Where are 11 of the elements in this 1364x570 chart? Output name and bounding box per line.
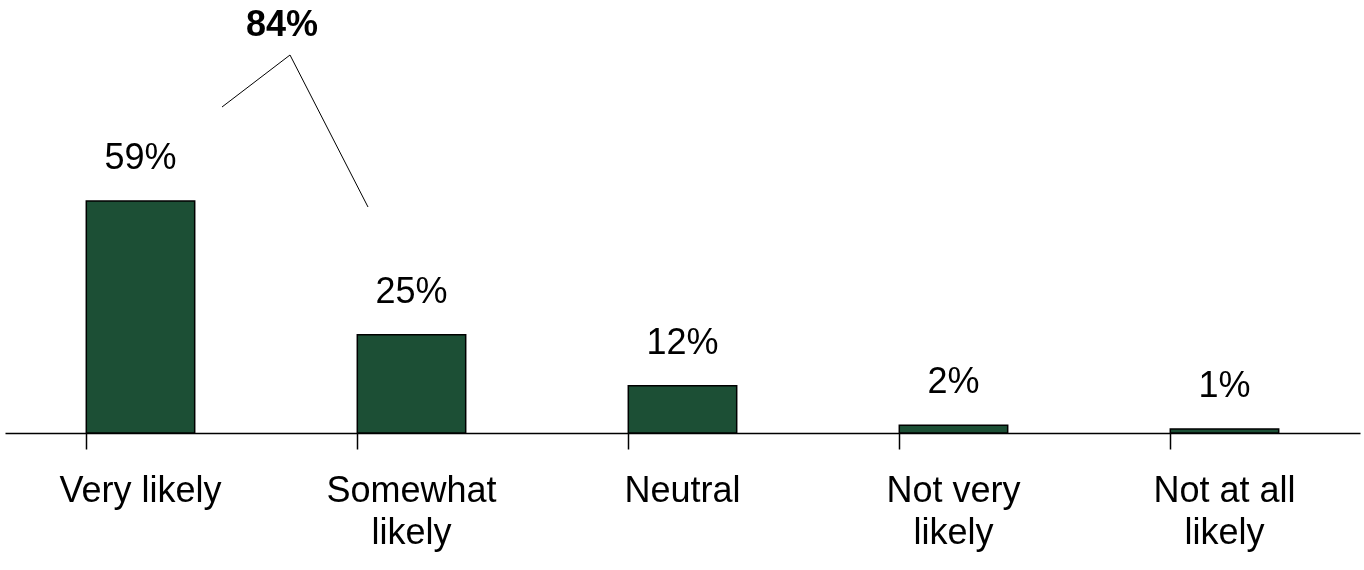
x-tick-label: Not very likely [886, 468, 1021, 552]
x-tick-label: Neutral [624, 468, 741, 510]
data-label: 25% [375, 269, 448, 311]
data-label: 2% [927, 360, 980, 402]
data-label: 12% [646, 320, 719, 362]
x-tick-label: Very likely [59, 468, 222, 510]
data-label: 59% [104, 136, 177, 177]
text: 84% [245, 3, 319, 44]
x-tick-label: Not at all likely [1153, 468, 1296, 552]
x-tick-label: Somewhat likely [326, 468, 497, 552]
data-label: 1% [1198, 364, 1251, 406]
